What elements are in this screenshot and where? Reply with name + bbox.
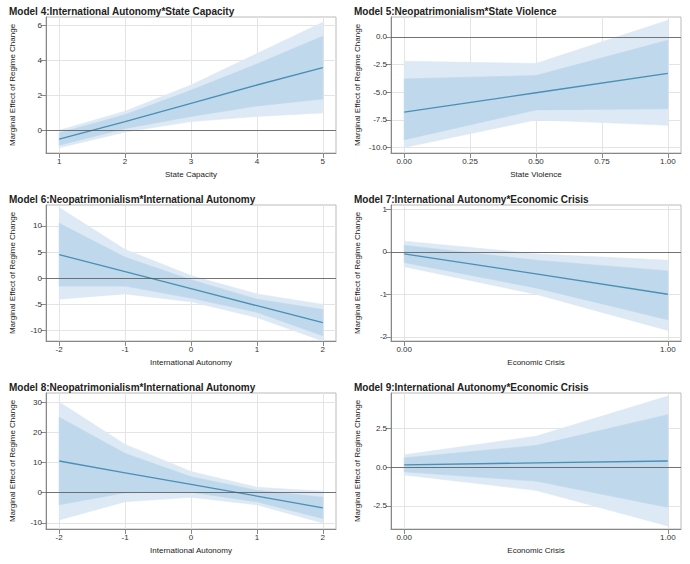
svg-text:-2: -2	[56, 533, 64, 542]
svg-text:0: 0	[189, 345, 194, 354]
svg-text:-5.0: -5.0	[373, 88, 387, 97]
svg-text:1: 1	[255, 345, 260, 354]
svg-text:0: 0	[38, 274, 43, 283]
svg-text:-2.5: -2.5	[373, 60, 387, 69]
svg-text:-1: -1	[380, 290, 388, 299]
svg-text:2: 2	[321, 345, 326, 354]
svg-text:4: 4	[38, 56, 43, 65]
svg-text:1: 1	[255, 533, 260, 542]
svg-text:-1: -1	[122, 345, 130, 354]
svg-text:Marginal Effect of Regime Chan: Marginal Effect of Regime Change	[353, 23, 362, 146]
svg-text:0.0: 0.0	[376, 463, 388, 472]
svg-text:1.00: 1.00	[660, 533, 676, 542]
svg-text:1: 1	[57, 157, 62, 166]
svg-text:4: 4	[255, 157, 260, 166]
svg-text:0.50: 0.50	[528, 157, 544, 166]
svg-text:0: 0	[38, 126, 43, 135]
svg-text:2: 2	[38, 91, 43, 100]
svg-text:Model 7:International Autonomy: Model 7:International Autonomy*Economic …	[354, 194, 589, 205]
svg-text:0.75: 0.75	[594, 157, 610, 166]
svg-text:-10: -10	[30, 326, 42, 335]
svg-text:-1: -1	[122, 533, 130, 542]
svg-text:Economic Crisis: Economic Crisis	[507, 546, 564, 555]
svg-text:0.00: 0.00	[396, 345, 412, 354]
svg-text:Marginal Effect of Regime Chan: Marginal Effect of Regime Change	[353, 211, 362, 334]
svg-text:Marginal Effect of Regime Chan: Marginal Effect of Regime Change	[8, 23, 17, 146]
svg-text:Model 5:Neopatrimonialism*Stat: Model 5:Neopatrimonialism*State Violence	[354, 6, 557, 17]
svg-text:10: 10	[33, 458, 42, 467]
svg-text:2: 2	[123, 157, 128, 166]
svg-text:0.25: 0.25	[462, 157, 478, 166]
svg-text:Marginal Effect of Regime Chan: Marginal Effect of Regime Change	[8, 399, 17, 522]
svg-text:0.00: 0.00	[396, 157, 412, 166]
svg-text:State Violence: State Violence	[510, 170, 562, 179]
svg-text:State Capacity: State Capacity	[165, 170, 217, 179]
svg-text:Marginal Effect of Regime Chan: Marginal Effect of Regime Change	[8, 211, 17, 334]
svg-text:Economic Crisis: Economic Crisis	[507, 358, 564, 367]
svg-text:0: 0	[189, 533, 194, 542]
svg-text:1.00: 1.00	[660, 345, 676, 354]
svg-text:Model 8:Neopatrimonialism*Inte: Model 8:Neopatrimonialism*International …	[9, 382, 256, 393]
svg-text:5: 5	[38, 248, 43, 257]
svg-text:Model 6:Neopatrimonialism*Inte: Model 6:Neopatrimonialism*International …	[9, 194, 256, 205]
svg-text:0.0: 0.0	[376, 32, 388, 41]
svg-text:International Autonomy: International Autonomy	[150, 546, 232, 555]
svg-text:3: 3	[189, 157, 194, 166]
svg-text:1.00: 1.00	[660, 157, 676, 166]
svg-text:1: 1	[383, 205, 388, 214]
svg-text:International Autonomy: International Autonomy	[150, 358, 232, 367]
svg-text:Marginal Effect of Regime Chan: Marginal Effect of Regime Change	[353, 399, 362, 522]
svg-text:6: 6	[38, 21, 43, 30]
svg-text:2: 2	[321, 533, 326, 542]
svg-text:-7.5: -7.5	[373, 115, 387, 124]
svg-text:Model 4:International Autonomy: Model 4:International Autonomy*State Cap…	[9, 6, 235, 17]
svg-text:-10.0: -10.0	[369, 143, 388, 152]
svg-text:-10: -10	[30, 518, 42, 527]
svg-text:-2: -2	[380, 332, 388, 341]
svg-text:0.00: 0.00	[396, 533, 412, 542]
svg-text:0: 0	[383, 247, 388, 256]
svg-text:-2.5: -2.5	[373, 501, 387, 510]
svg-text:30: 30	[33, 398, 42, 407]
svg-text:20: 20	[33, 428, 42, 437]
svg-text:-5: -5	[35, 300, 43, 309]
svg-text:10: 10	[33, 221, 42, 230]
svg-text:5: 5	[321, 157, 326, 166]
svg-text:0: 0	[38, 488, 43, 497]
svg-text:-2: -2	[56, 345, 64, 354]
svg-text:2.5: 2.5	[376, 424, 388, 433]
svg-text:Model 9:International Autonomy: Model 9:International Autonomy*Economic …	[354, 382, 589, 393]
